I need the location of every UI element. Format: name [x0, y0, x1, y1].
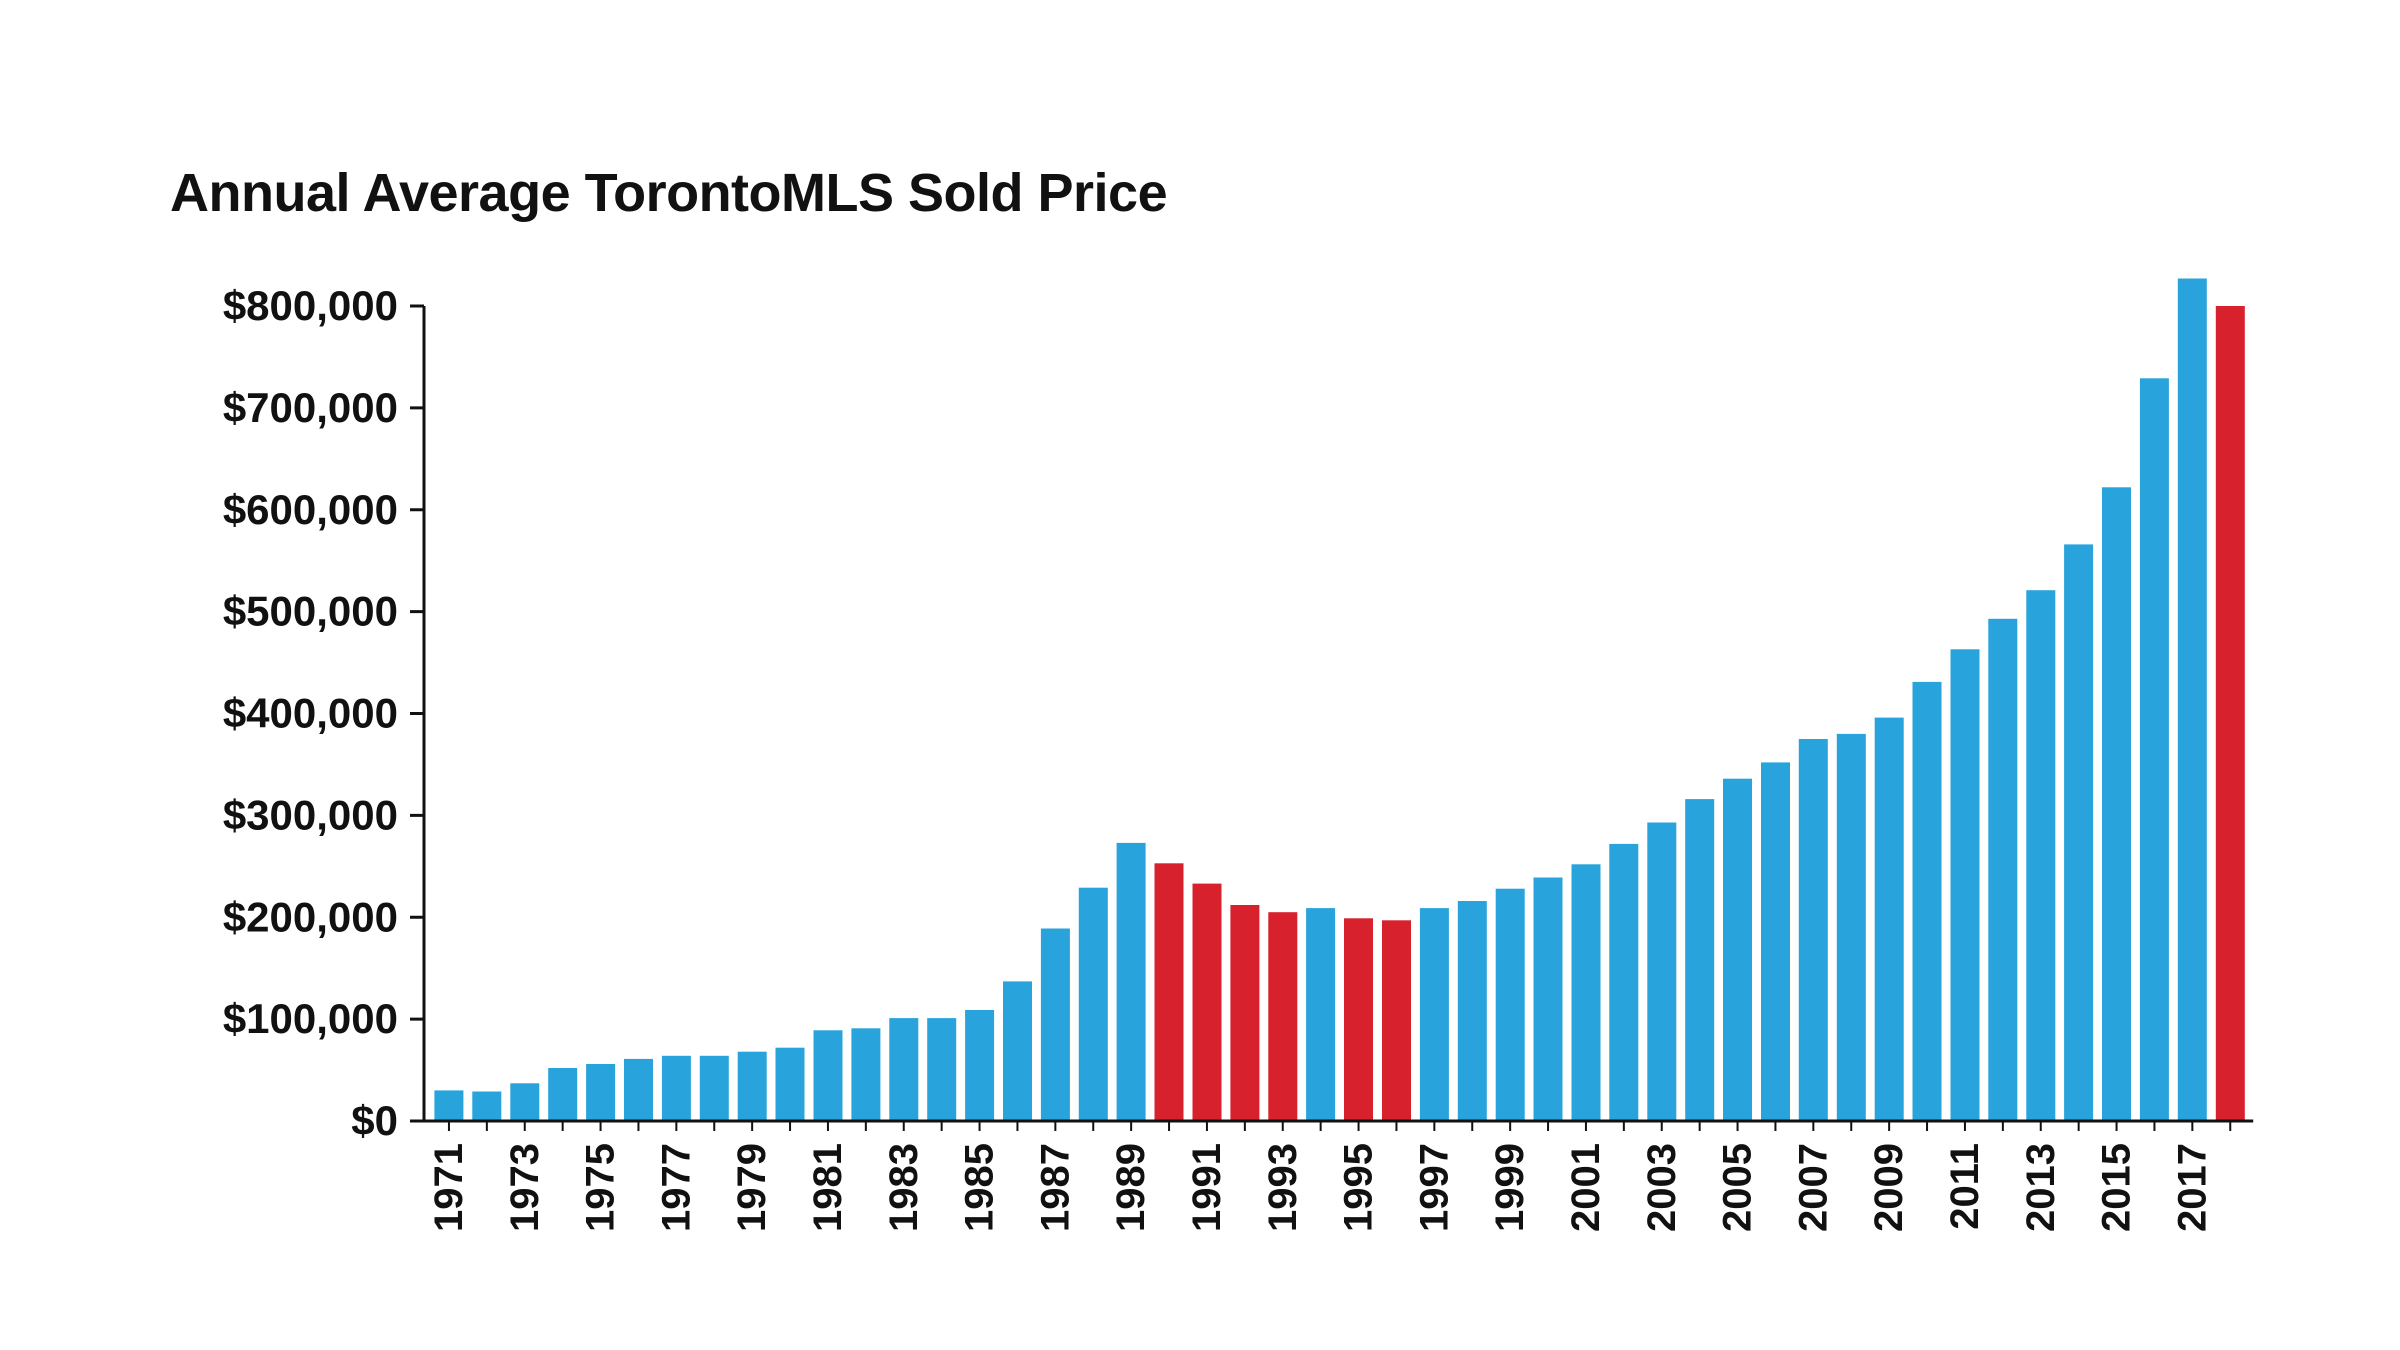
- bar-2011: [1950, 649, 1980, 1121]
- bar-1987: [1040, 928, 1070, 1121]
- bar-1998: [1457, 901, 1487, 1121]
- bar-1974: [548, 1068, 578, 1121]
- x-tick-label: 2005: [1716, 1143, 1760, 1232]
- bar-1972: [472, 1091, 502, 1121]
- bar-1984: [927, 1018, 957, 1121]
- bar-1973: [510, 1083, 540, 1121]
- bar-2009: [1874, 717, 1904, 1121]
- bar-1997: [1419, 908, 1449, 1121]
- bar-2018: [2215, 306, 2245, 1121]
- bar-2014: [2064, 544, 2094, 1121]
- x-tick-label: 1985: [958, 1143, 1002, 1232]
- x-tick-label: 2015: [2095, 1143, 2139, 1232]
- bar-1991: [1192, 883, 1222, 1121]
- y-tick-label: $100,000: [223, 995, 398, 1042]
- bar-1982: [851, 1028, 881, 1121]
- x-tick-label: 1973: [503, 1143, 547, 1232]
- x-tick-label: 2009: [1867, 1143, 1911, 1232]
- bar-2016: [2139, 378, 2169, 1121]
- x-tick-label: 1991: [1185, 1143, 1229, 1232]
- bar-1992: [1230, 905, 1260, 1121]
- chart-title: Annual Average TorontoMLS Sold Price: [170, 163, 1168, 223]
- x-tick-label: 2003: [1640, 1143, 1684, 1232]
- x-tick-label: 1993: [1261, 1143, 1305, 1232]
- bar-2017: [2177, 278, 2207, 1121]
- x-tick-label: 1971: [427, 1143, 471, 1232]
- bar-1994: [1306, 908, 1336, 1121]
- bar-2007: [1798, 739, 1828, 1121]
- bar-1983: [889, 1018, 919, 1121]
- x-tick-label: 2011: [1943, 1143, 1987, 1230]
- x-tick-label: 1987: [1033, 1143, 1077, 1232]
- x-tick-label: 1995: [1337, 1143, 1381, 1232]
- x-tick-label: 1979: [730, 1143, 774, 1232]
- y-tick-label: $300,000: [223, 791, 398, 838]
- bar-1988: [1078, 887, 1108, 1121]
- y-tick-label: $200,000: [223, 893, 398, 940]
- y-tick-label: $500,000: [223, 588, 398, 635]
- bar-2006: [1761, 762, 1790, 1121]
- bar-2001: [1571, 864, 1601, 1121]
- bar-1986: [1003, 981, 1032, 1121]
- x-tick-label: 1981: [806, 1143, 850, 1232]
- bar-2015: [2102, 487, 2131, 1121]
- bars-group: [434, 278, 2245, 1121]
- bar-2004: [1685, 799, 1715, 1121]
- bar-1980: [775, 1047, 805, 1121]
- y-tick-label: $0: [351, 1097, 398, 1144]
- y-tick-label: $800,000: [223, 282, 398, 329]
- bar-1976: [624, 1058, 653, 1121]
- bar-1999: [1495, 888, 1525, 1121]
- bar-2000: [1533, 877, 1563, 1121]
- bar-1989: [1116, 842, 1146, 1121]
- y-tick-label: $700,000: [223, 384, 398, 431]
- bar-2002: [1609, 843, 1639, 1121]
- x-tick-label: 1975: [579, 1143, 623, 1232]
- bar-2003: [1647, 822, 1677, 1121]
- bar-1977: [661, 1055, 691, 1121]
- bar-1993: [1268, 912, 1298, 1121]
- x-tick-label: 2017: [2170, 1143, 2214, 1232]
- y-tick-label: $400,000: [223, 690, 398, 737]
- bar-2012: [1988, 618, 2018, 1121]
- bar-1978: [699, 1055, 729, 1121]
- bar-1996: [1382, 920, 1411, 1121]
- x-tick-label: 2007: [1791, 1143, 1835, 1232]
- bar-1979: [737, 1051, 767, 1121]
- y-tick-label: $600,000: [223, 486, 398, 533]
- x-tick-label: 1977: [654, 1143, 698, 1232]
- x-tick-label: 1983: [882, 1143, 926, 1232]
- x-tick-label: 1997: [1412, 1143, 1456, 1232]
- x-tick-label: 2013: [2019, 1143, 2063, 1232]
- bar-1975: [586, 1064, 616, 1121]
- x-tick-label: 1999: [1488, 1143, 1532, 1232]
- bar-2010: [1912, 681, 1942, 1121]
- bar-1985: [965, 1010, 995, 1121]
- bar-1981: [813, 1030, 843, 1121]
- bar-1995: [1344, 918, 1373, 1121]
- x-tick-label: 1989: [1109, 1143, 1153, 1232]
- x-tick-label: 2001: [1564, 1143, 1608, 1232]
- bar-1971: [434, 1090, 464, 1121]
- bar-2013: [2026, 590, 2056, 1121]
- bar-2008: [1836, 733, 1866, 1121]
- bar-1990: [1154, 863, 1184, 1121]
- bar-2005: [1723, 778, 1752, 1121]
